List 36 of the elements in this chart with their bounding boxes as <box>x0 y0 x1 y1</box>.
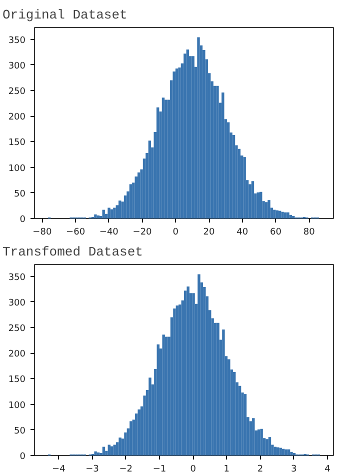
y-tick-label: 200 <box>8 350 26 360</box>
x-tick-label: 3 <box>290 464 297 474</box>
y-tick-label: 200 <box>8 112 26 123</box>
y-tick-label: 250 <box>8 324 26 334</box>
x-tick-label: −60 <box>66 228 86 238</box>
x-tick-label: 1 <box>224 464 230 474</box>
x-tick-label: 2 <box>257 464 264 474</box>
x-tick-label: −4 <box>52 464 66 474</box>
x-tick-label: −80 <box>32 228 52 238</box>
y-tick-label: 250 <box>8 86 26 97</box>
y-tick-label: 150 <box>8 138 26 148</box>
chart-title: Original Dataset <box>2 8 128 22</box>
x-tick-label: −2 <box>119 464 133 474</box>
y-tick-label: 100 <box>8 400 26 411</box>
y-tick-label: 150 <box>8 375 26 386</box>
x-tick-label: 80 <box>303 228 316 238</box>
y-tick-label: 100 <box>8 164 26 174</box>
x-tick-label: −1 <box>152 464 166 474</box>
y-tick-label: 350 <box>8 36 26 46</box>
y-tick-label: 0 <box>20 215 26 225</box>
x-tick-label: 60 <box>270 228 282 238</box>
x-tick-label: −20 <box>132 228 152 238</box>
x-tick-label: 40 <box>236 228 248 238</box>
x-tick-label: 0 <box>172 228 179 238</box>
y-tick-label: 300 <box>8 298 26 308</box>
chart-title: Transfomed Dataset <box>2 244 143 260</box>
x-tick-label: 4 <box>324 464 331 474</box>
x-tick-label: 0 <box>190 464 196 474</box>
x-tick-label: −3 <box>86 464 99 474</box>
y-tick-label: 350 <box>8 272 26 283</box>
y-tick-label: 300 <box>8 61 26 72</box>
y-tick-label: 50 <box>14 189 26 200</box>
y-tick-label: 50 <box>14 426 26 436</box>
x-tick-label: −40 <box>99 228 119 238</box>
y-tick-label: 0 <box>20 452 26 462</box>
x-tick-label: 20 <box>203 228 216 238</box>
